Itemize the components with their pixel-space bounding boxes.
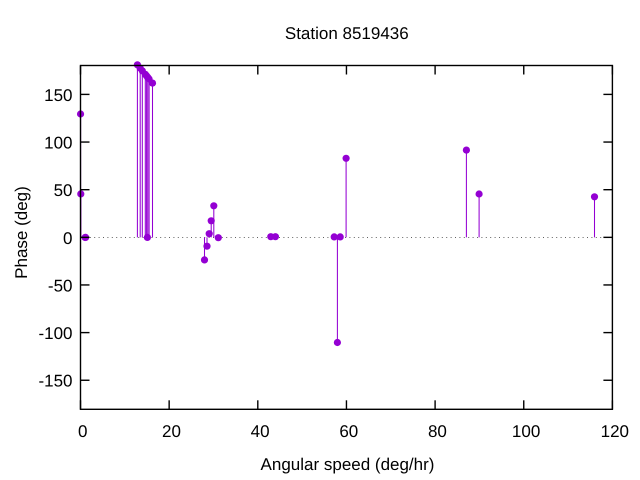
svg-text:150: 150 <box>44 86 72 105</box>
svg-text:120: 120 <box>601 422 629 441</box>
svg-text:100: 100 <box>512 422 540 441</box>
svg-text:Phase (deg): Phase (deg) <box>12 186 31 279</box>
svg-text:-150: -150 <box>38 372 72 391</box>
svg-text:Angular speed (deg/hr): Angular speed (deg/hr) <box>261 455 435 474</box>
svg-text:20: 20 <box>162 422 181 441</box>
svg-text:50: 50 <box>54 181 73 200</box>
svg-text:60: 60 <box>339 422 358 441</box>
svg-text:80: 80 <box>428 422 447 441</box>
svg-text:100: 100 <box>44 134 72 153</box>
svg-text:-50: -50 <box>48 276 73 295</box>
svg-text:0: 0 <box>78 422 87 441</box>
svg-text:Station 8519436: Station 8519436 <box>285 24 409 43</box>
svg-text:-100: -100 <box>38 324 72 343</box>
svg-text:0: 0 <box>63 229 72 248</box>
svg-text:40: 40 <box>251 422 270 441</box>
